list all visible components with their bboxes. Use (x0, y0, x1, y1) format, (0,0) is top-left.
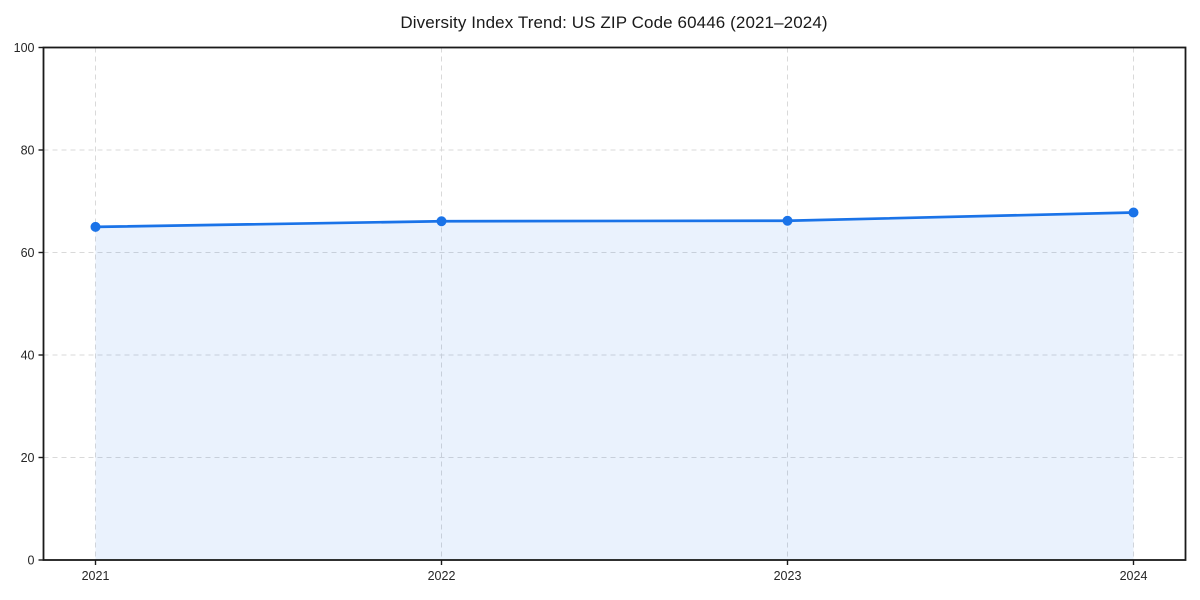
y-tick-label: 0 (28, 554, 35, 568)
x-tick-label: 2023 (774, 569, 802, 583)
axes-spines (42, 46, 1187, 561)
y-tick-label: 40 (21, 349, 35, 363)
data-point (1128, 207, 1139, 218)
x-tick-label: 2022 (428, 569, 456, 583)
data-point (782, 215, 793, 226)
y-tick-label: 20 (21, 451, 35, 465)
chart-title: Diversity Index Trend: US ZIP Code 60446… (400, 13, 828, 32)
x-tick-label: 2021 (82, 569, 110, 583)
trend-line (94, 211, 1135, 229)
data-point (90, 221, 101, 232)
y-tick-label: 100 (14, 41, 35, 55)
area-fill (95, 212, 1134, 560)
y-tick-label: 60 (21, 246, 35, 260)
x-tick-label: 2024 (1120, 569, 1148, 583)
y-tick-label: 80 (21, 144, 35, 158)
data-point (436, 216, 447, 227)
